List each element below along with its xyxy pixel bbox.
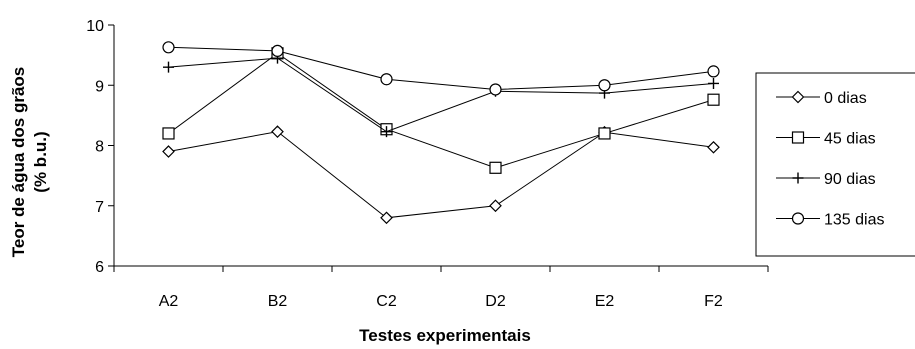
legend-marker	[791, 212, 805, 225]
y-axis-title-line1: Teor de água dos grãos	[9, 67, 28, 258]
series-line-135-dias	[168, 46, 714, 90]
legend-label: 90 dias	[824, 171, 876, 188]
series-45-dias	[162, 47, 720, 174]
legend-marker	[792, 172, 804, 184]
y-tick-label: 8	[95, 139, 104, 156]
x-tick-label: E2	[595, 293, 615, 310]
x-tick-label: C2	[376, 293, 397, 310]
data-point-135-dias	[598, 79, 611, 92]
legend-item-90-dias: 90 dias	[776, 171, 876, 188]
x-tick-label: A2	[159, 293, 179, 310]
data-point-135-dias	[707, 65, 720, 78]
x-axis: A2 B2 C2 D2 E2 F2	[113, 265, 769, 310]
data-point-0-dias	[271, 125, 284, 138]
legend-item-135-dias: 135 dias	[776, 212, 885, 229]
series-135-dias	[162, 41, 720, 96]
data-point-45-dias	[162, 127, 175, 140]
y-tick-label: 6	[95, 259, 104, 276]
legend: 0 dias 45 dias 90 dias 135 dias	[755, 72, 915, 257]
x-tick-label: D2	[485, 293, 506, 310]
data-point-90-dias	[163, 61, 174, 73]
legend-label: 45 dias	[824, 131, 876, 148]
legend-item-45-dias: 45 dias	[776, 131, 876, 148]
y-tick-label: 9	[95, 78, 104, 95]
data-point-135-dias	[271, 44, 284, 58]
y-axis: 6 7 8 9 10	[86, 18, 115, 276]
data-point-90-dias	[708, 77, 719, 89]
y-tick-label: 7	[95, 199, 104, 216]
legend-marker	[791, 131, 805, 144]
data-point-0-dias	[380, 211, 393, 225]
series-group	[162, 41, 720, 225]
data-point-45-dias	[598, 127, 611, 140]
data-point-0-dias	[489, 199, 502, 213]
data-point-135-dias	[489, 83, 502, 96]
data-point-135-dias	[380, 73, 393, 86]
x-axis-title: Testes experimentais	[359, 326, 531, 345]
series-90-dias	[163, 52, 719, 138]
series-line-90-dias	[168, 57, 714, 133]
legend-marker	[791, 90, 805, 104]
legend-box	[755, 72, 915, 257]
data-point-0-dias	[162, 145, 175, 158]
series-line-0-dias	[168, 131, 714, 219]
x-tick-label: B2	[268, 293, 288, 310]
y-tick-label: 10	[86, 18, 104, 35]
y-axis-title-line2: (% b.u.)	[31, 131, 50, 192]
data-point-0-dias	[707, 140, 720, 154]
legend-item-0-dias: 0 dias	[776, 90, 867, 107]
legend-label: 135 dias	[824, 212, 885, 229]
data-point-90-dias	[381, 126, 392, 138]
series-line-45-dias	[168, 52, 714, 169]
data-point-135-dias	[162, 41, 175, 54]
data-point-45-dias	[707, 93, 720, 106]
series-0-dias	[162, 125, 720, 225]
x-tick-label: F2	[704, 293, 723, 310]
legend-label: 0 dias	[824, 90, 867, 107]
data-point-45-dias	[489, 161, 502, 174]
